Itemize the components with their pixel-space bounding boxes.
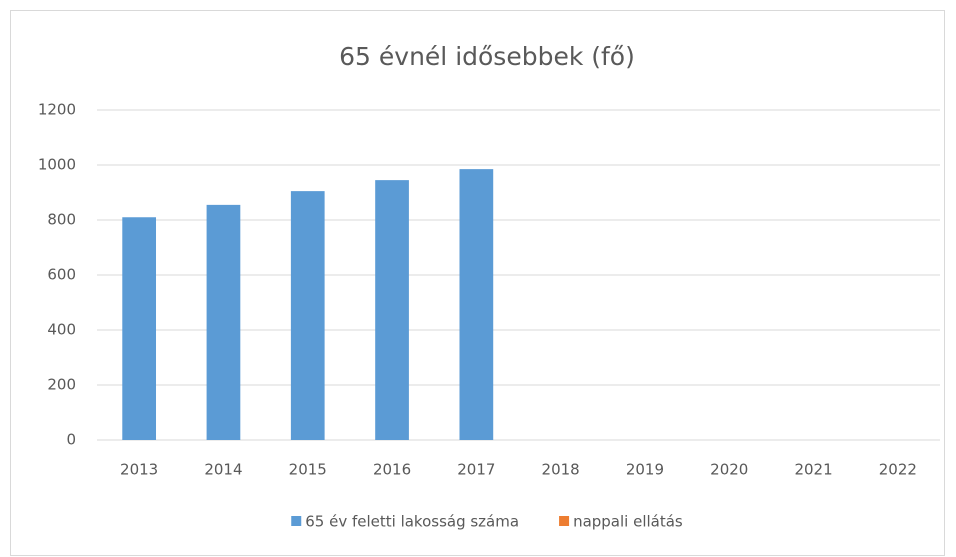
y-tick-label: 200 [47, 376, 76, 394]
y-tick-label: 600 [47, 266, 76, 284]
x-tick-label: 2019 [626, 461, 664, 479]
legend-swatch [559, 516, 570, 526]
x-tick-label: 2016 [373, 461, 411, 479]
x-tick-label: 2021 [794, 461, 832, 479]
bar [290, 191, 325, 440]
y-tick-label: 0 [66, 431, 76, 449]
x-tick-label: 2014 [204, 461, 242, 479]
legend-label: nappali ellátás [573, 513, 683, 531]
x-tick-label: 2017 [457, 461, 495, 479]
y-tick-label: 800 [47, 211, 76, 229]
legend-label: 65 év feletti lakosság száma [305, 513, 519, 531]
x-tick-label: 2018 [542, 461, 580, 479]
bar [459, 169, 494, 440]
y-tick-label: 1200 [38, 101, 76, 119]
x-tick-label: 2015 [289, 461, 327, 479]
bar [206, 204, 241, 440]
bar [122, 217, 157, 440]
legend-swatch [291, 516, 302, 526]
y-tick-label: 400 [47, 321, 76, 339]
x-tick-label: 2013 [120, 461, 158, 479]
x-tick-label: 2022 [879, 461, 917, 479]
bar [375, 180, 409, 440]
x-tick-label: 2020 [710, 461, 748, 479]
chart-title: 65 évnél idősebbek (fő) [339, 42, 635, 71]
y-tick-label: 1000 [38, 156, 76, 174]
